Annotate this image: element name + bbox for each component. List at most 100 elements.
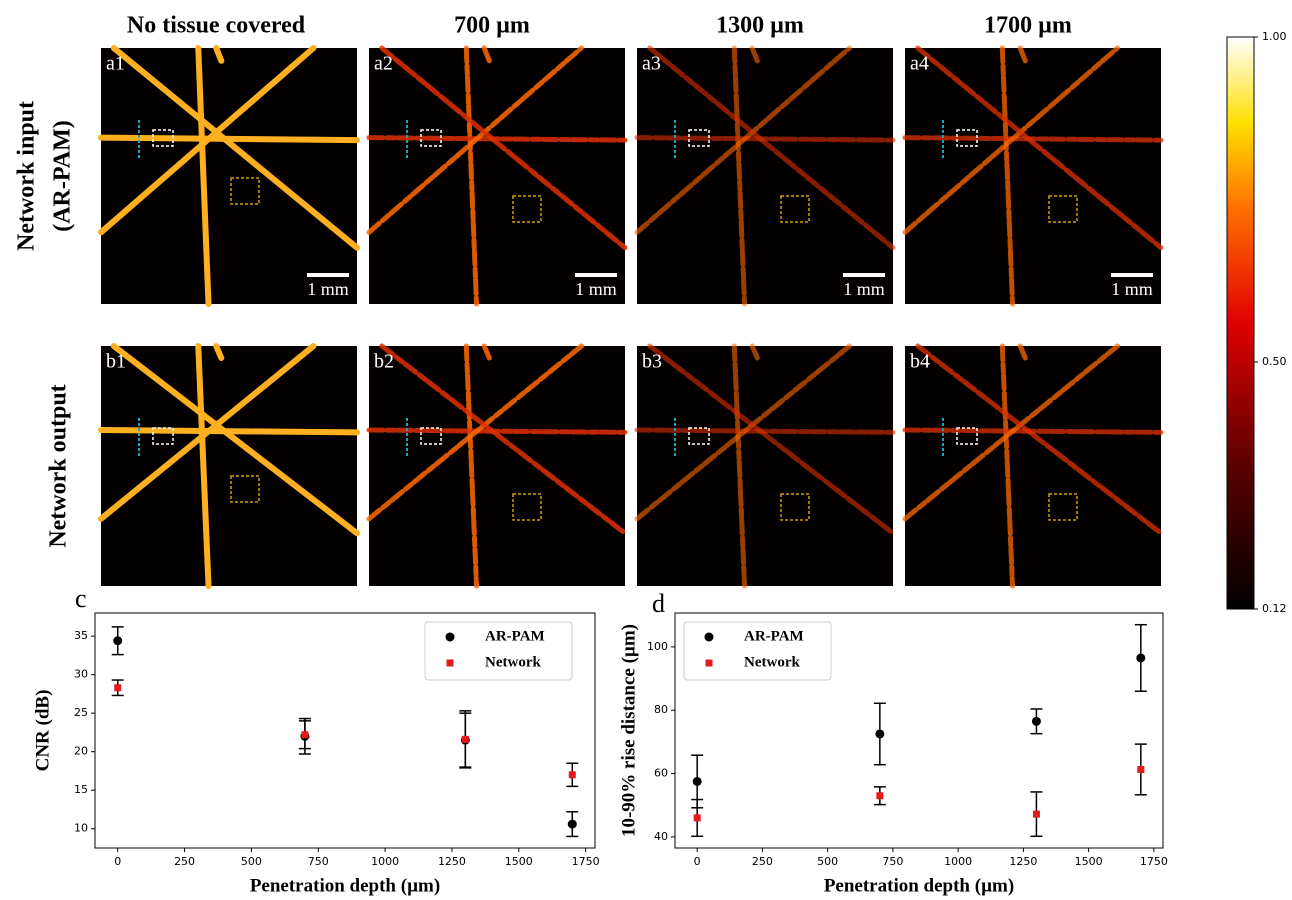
legend-label: AR-PAM — [744, 628, 804, 644]
roi-white — [956, 427, 978, 445]
panel-background — [369, 48, 625, 304]
colorbar-tick-label: 1.00 — [1262, 30, 1287, 43]
vessel — [195, 343, 212, 589]
panel-label: c — [75, 584, 87, 613]
legend-label: AR-PAM — [485, 628, 545, 644]
x-tick-label: 500 — [817, 855, 838, 868]
data-point — [1136, 653, 1146, 663]
x-tick-label: 1500 — [1075, 855, 1103, 868]
vessel — [634, 135, 896, 143]
vessel — [366, 343, 584, 522]
data-point — [1031, 716, 1041, 726]
y-tick-label: 25 — [74, 706, 88, 719]
roi-yellow — [780, 195, 810, 223]
panel-background — [905, 48, 1161, 304]
vessel — [195, 45, 212, 307]
roi-white — [420, 427, 442, 445]
y-axis-label: 10-90% rise distance (µm) — [618, 624, 639, 837]
legend-marker — [705, 659, 713, 667]
roi-yellow — [780, 493, 810, 521]
x-tick-label: 0 — [694, 855, 701, 868]
column-title: No tissue covered — [127, 13, 306, 39]
x-tick-label: 750 — [308, 855, 329, 868]
vessel — [634, 45, 852, 235]
image-panel — [634, 45, 896, 307]
vessel — [110, 343, 360, 537]
roi-yellow — [230, 475, 260, 503]
column-title: 1700 µm — [984, 13, 1072, 39]
vessel — [749, 45, 760, 64]
vessel — [1017, 343, 1028, 361]
y-axis-label: CNR (dB) — [32, 690, 53, 772]
colorbar — [1226, 36, 1255, 610]
colorbar-tick-label: 0.50 — [1262, 355, 1287, 368]
image-panel — [634, 343, 896, 589]
x-tick-label: 250 — [174, 855, 195, 868]
scale-bar-label: 1 mm — [1111, 279, 1153, 299]
panel-label: a3 — [642, 53, 661, 75]
panel-label: b2 — [374, 351, 394, 373]
column-title: 700 µm — [454, 13, 530, 39]
vessel — [366, 45, 584, 235]
column-title: 1300 µm — [716, 13, 804, 39]
vessel — [463, 45, 480, 307]
plot-area — [674, 612, 1164, 849]
data-point — [568, 771, 576, 779]
panel-background — [101, 48, 357, 304]
roi-yellow — [1048, 195, 1078, 223]
x-tick-label: 750 — [882, 855, 903, 868]
panel-background — [637, 48, 893, 304]
vessel — [481, 45, 492, 64]
panel-label: a2 — [374, 53, 393, 75]
vessel — [463, 343, 480, 589]
vessel — [481, 343, 492, 361]
legend-box — [424, 621, 573, 681]
legend-marker — [704, 632, 714, 642]
vessel — [1017, 45, 1028, 64]
vessel — [379, 343, 628, 536]
x-tick-label: 1250 — [438, 855, 466, 868]
legend-marker — [445, 632, 455, 642]
x-axis-label: Penetration depth (µm) — [824, 875, 1014, 896]
plot-area — [94, 612, 596, 849]
row-label: Network input — [14, 101, 40, 251]
y-tick-label: 100 — [647, 640, 668, 653]
vessel — [634, 427, 896, 435]
roi-white — [688, 129, 710, 147]
y-tick-label: 10 — [74, 822, 88, 835]
vessel — [647, 45, 896, 251]
panel-label: a4 — [910, 53, 929, 75]
row-label: Network output — [46, 384, 72, 547]
roi-white — [152, 129, 174, 147]
y-tick-label: 15 — [74, 783, 88, 796]
vessel — [379, 45, 628, 251]
vessel — [999, 45, 1016, 307]
image-panel — [366, 343, 628, 589]
vessel — [213, 343, 225, 361]
legend-label: Network — [744, 654, 800, 670]
x-tick-label: 1000 — [944, 855, 972, 868]
image-panel — [98, 45, 360, 307]
data-point — [1137, 765, 1145, 773]
x-tick-label: 0 — [114, 855, 121, 868]
panel-label: b1 — [106, 351, 126, 373]
vessel — [366, 427, 628, 435]
vessel — [999, 343, 1016, 589]
roi-yellow — [512, 493, 542, 521]
data-point — [693, 814, 701, 822]
image-panel — [902, 343, 1164, 589]
vessel — [915, 45, 1164, 251]
data-point — [1032, 810, 1040, 818]
x-tick-label: 1250 — [1009, 855, 1037, 868]
panel-background — [101, 346, 357, 586]
legend-box — [683, 621, 832, 681]
data-point — [692, 776, 702, 786]
roi-yellow — [512, 195, 542, 223]
roi-yellow — [230, 177, 260, 205]
vessel — [731, 343, 748, 589]
row-label: (AR-PAM) — [50, 120, 76, 232]
legend-label: Network — [485, 654, 541, 670]
roi-white — [420, 129, 442, 147]
y-tick-label: 30 — [74, 668, 88, 681]
image-panel — [902, 45, 1164, 307]
